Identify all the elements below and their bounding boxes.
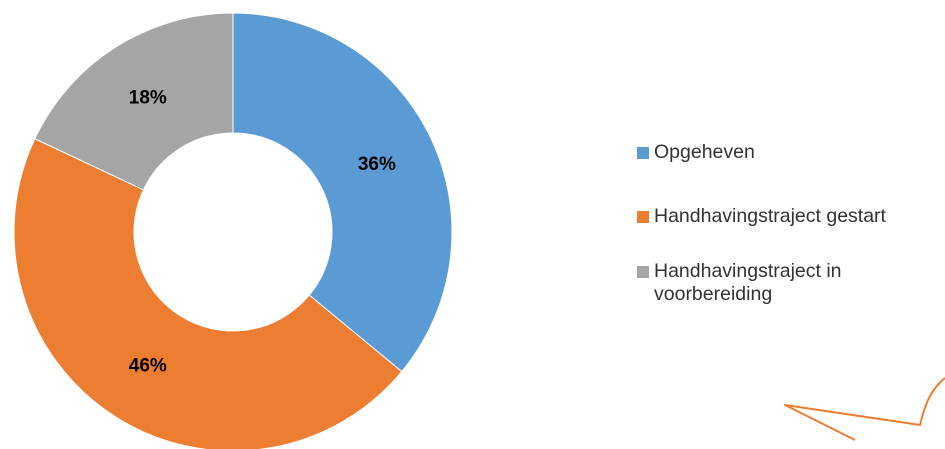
donut-slice-1	[232, 12, 453, 373]
legend-item-gestart: Handhavingstraject gestart	[637, 205, 942, 228]
speech-bubble-outline-icon	[784, 377, 945, 441]
legend-label: Handhavingstraject gestart	[654, 205, 886, 227]
data-label-1: 36%	[358, 154, 396, 175]
donut-slices	[13, 12, 453, 449]
legend-label: Handhavingstraject in voorbereiding	[654, 260, 842, 305]
chart-legend: Opgeheven Handhavingstraject gestart Han…	[637, 141, 942, 306]
donut-slice-3	[34, 12, 234, 191]
donut-data-labels: 36% 46% 18%	[129, 87, 396, 376]
legend-label: Opgeheven	[654, 141, 755, 163]
legend-swatch	[637, 211, 649, 223]
legend-swatch	[637, 266, 649, 278]
data-label-3: 18%	[129, 87, 167, 108]
legend-swatch	[637, 147, 649, 159]
data-label-2: 46%	[129, 356, 167, 377]
donut-slice-2	[13, 138, 403, 449]
legend-item-voorbereiding: Handhavingstraject in voorbereiding	[637, 260, 942, 306]
legend-item-opgeheven: Opgeheven	[637, 141, 942, 164]
